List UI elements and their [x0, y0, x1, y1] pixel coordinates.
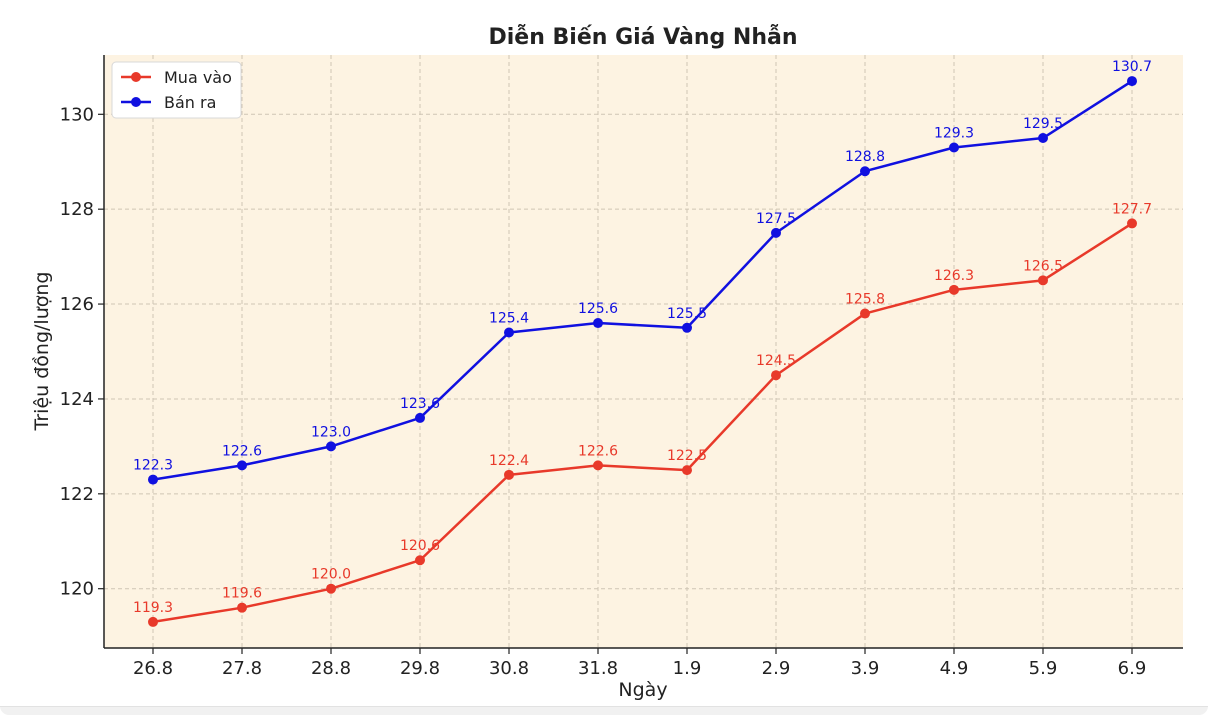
x-axis-label: Ngày: [618, 679, 667, 701]
data-point: [1038, 133, 1048, 144]
data-point: [148, 616, 158, 627]
data-label: 123.6: [400, 396, 440, 412]
data-label: 127.5: [756, 211, 796, 227]
y-tick-label: 126: [60, 294, 94, 315]
data-point: [682, 465, 692, 476]
data-point: [237, 602, 247, 613]
tick-labels: 26.8 27.8 28.8 29.8 30.8 31.8 1.9 2.9 3.9 4.9 5.9 6…: [60, 104, 1147, 679]
data-label: 119.3: [133, 600, 173, 616]
legend-label: Bán ra: [164, 93, 216, 112]
axes: [103, 55, 1183, 649]
data-label: 128.8: [845, 149, 885, 165]
y-tick-label: 130: [60, 104, 94, 125]
x-tick-label: 5.9: [1029, 658, 1058, 679]
data-point: [682, 322, 692, 333]
y-tick-label: 128: [60, 199, 94, 220]
data-label: 122.6: [222, 443, 262, 459]
x-tick-label: 26.8: [133, 658, 173, 679]
data-point: [771, 370, 781, 381]
data-label: 127.7: [1112, 201, 1152, 217]
data-label: 122.6: [578, 443, 618, 459]
data-point: [326, 583, 336, 594]
data-point: [415, 412, 425, 423]
data-point: [593, 318, 603, 329]
y-tick-label: 120: [60, 579, 94, 600]
x-tick-label: 1.9: [673, 658, 702, 679]
legend: Mua vào Bán ra: [111, 61, 242, 119]
x-tick-label: 27.8: [222, 658, 262, 679]
x-tick-label: 28.8: [311, 658, 351, 679]
x-tick-label: 4.9: [940, 658, 969, 679]
data-point: [1038, 275, 1048, 286]
data-label: 126.3: [934, 268, 974, 284]
series-line: [152, 222, 1133, 624]
data-label: 130.7: [1112, 59, 1152, 75]
data-label: 123.0: [311, 424, 351, 440]
plot-area: [104, 55, 1183, 648]
data-point: [860, 166, 870, 177]
data-point: [860, 308, 870, 319]
data-point: [593, 460, 603, 471]
data-point: [504, 327, 514, 338]
data-label: 125.4: [489, 311, 529, 327]
data-point: [1127, 76, 1137, 87]
data-label: 126.5: [1023, 258, 1063, 274]
x-tick-label: 2.9: [762, 658, 791, 679]
series-ban-ra: 122.3 122.6 123.0 123.6 125.4 125.6 125.5 127.5…: [133, 59, 1152, 485]
x-tick-label: 29.8: [400, 658, 440, 679]
x-tick-label: 3.9: [851, 658, 880, 679]
data-label: 124.5: [756, 353, 796, 369]
data-point: [1127, 218, 1137, 229]
series-mua-vao: 119.3 119.6 120.0 120.6 122.4 122.6 122.5 124.5…: [133, 201, 1152, 627]
chart-title: Diễn Biến Giá Vàng Nhẫn: [488, 25, 797, 50]
data-label: 122.4: [489, 453, 529, 469]
data-point: [771, 227, 781, 238]
grid-lines: [104, 55, 1183, 648]
card-bottom-edge: [0, 706, 1208, 715]
x-tick-label: 6.9: [1118, 658, 1147, 679]
plot-background: [104, 55, 1183, 648]
data-label: 119.6: [222, 586, 262, 602]
data-label: 125.6: [578, 301, 618, 317]
y-tick-label: 124: [60, 389, 94, 410]
data-label: 129.5: [1023, 116, 1063, 132]
legend-marker: [131, 72, 141, 82]
data-point: [504, 469, 514, 480]
data-label: 125.8: [845, 292, 885, 308]
data-point: [949, 142, 959, 153]
x-tick-label: 30.8: [489, 658, 529, 679]
data-point: [326, 441, 336, 452]
data-point: [415, 555, 425, 566]
data-point: [148, 474, 158, 485]
data-label: 129.3: [934, 126, 974, 142]
data-point: [949, 284, 959, 295]
legend-label: Mua vào: [164, 68, 232, 87]
data-point: [237, 460, 247, 471]
y-axis-label: Triệu đồng/lượng: [31, 272, 53, 432]
series-line: [152, 80, 1133, 481]
data-label: 122.3: [133, 458, 173, 474]
data-label: 125.5: [667, 306, 707, 322]
legend-marker: [131, 97, 141, 107]
data-label: 120.6: [400, 538, 440, 554]
series-group: 119.3 119.6 120.0 120.6 122.4 122.6 122.5 124.5…: [133, 59, 1152, 627]
data-label: 122.5: [667, 448, 707, 464]
y-tick-label: 122: [60, 484, 94, 505]
x-tick-label: 31.8: [578, 658, 618, 679]
data-label: 120.0: [311, 567, 351, 583]
